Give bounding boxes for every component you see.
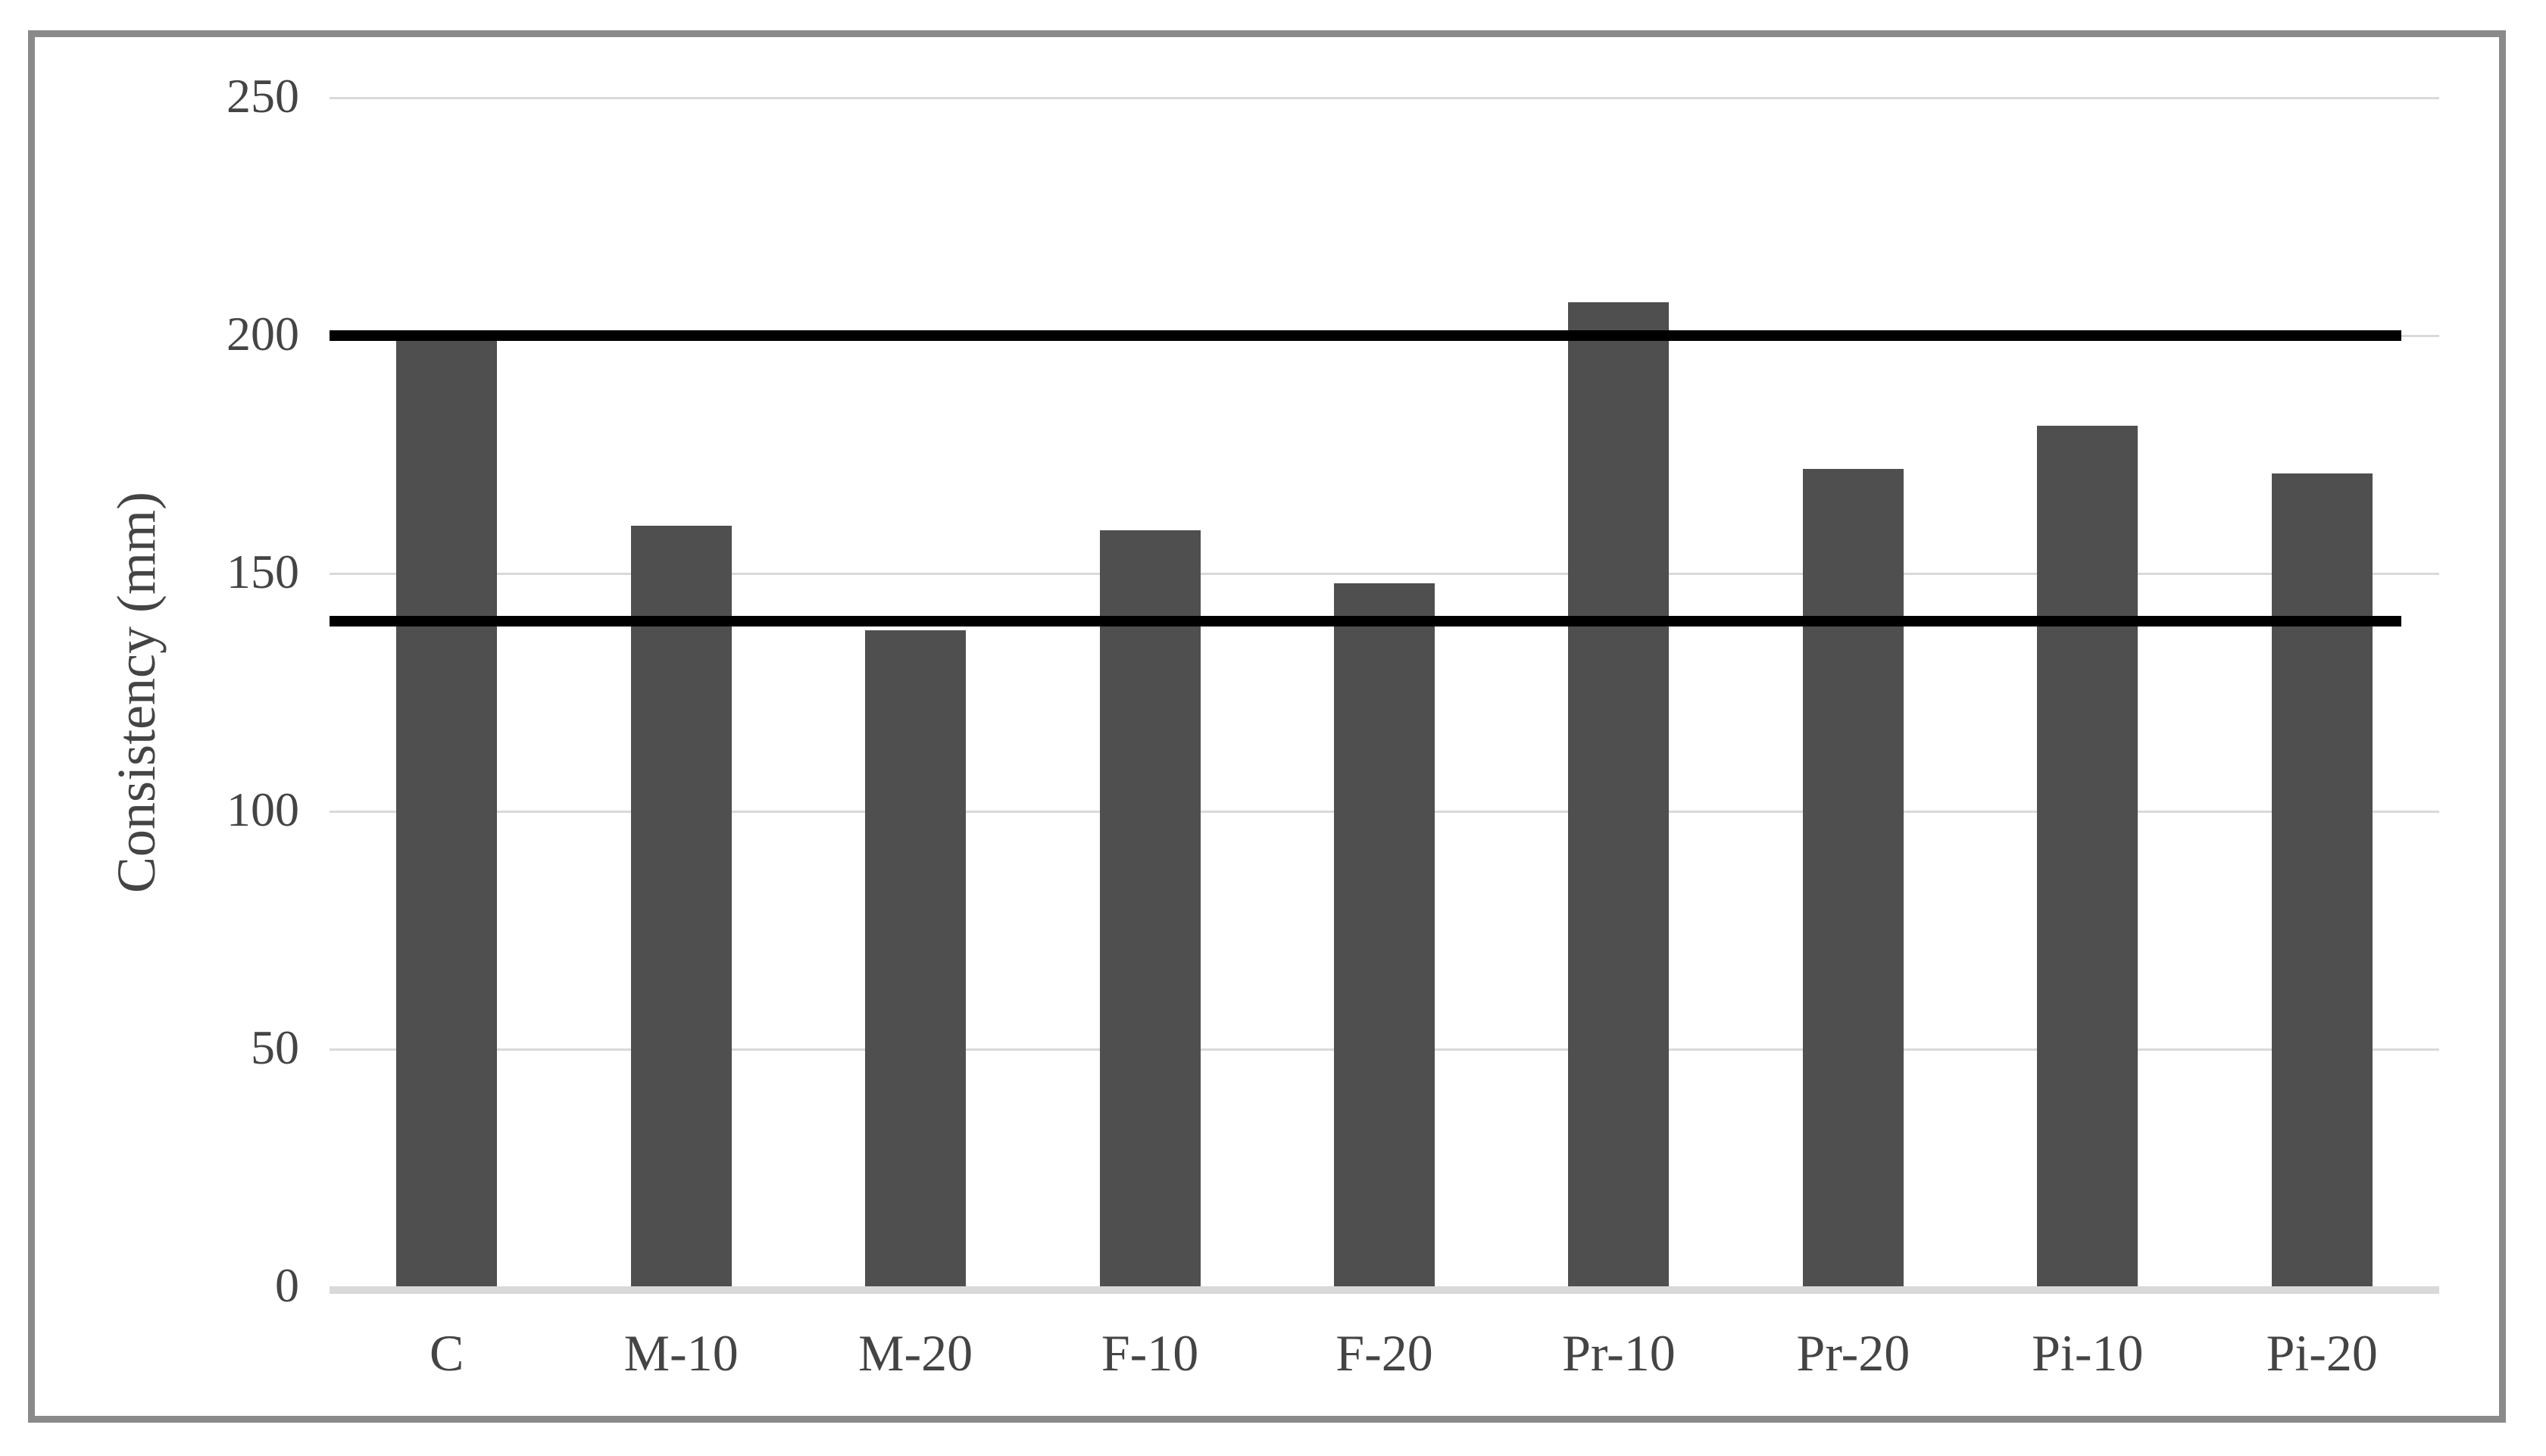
x-category-label-Pi-20: Pi-20 — [2266, 1324, 2378, 1382]
bar-M-10 — [630, 526, 732, 1287]
x-category-label-Pi-10: Pi-10 — [2032, 1324, 2144, 1382]
bar-C — [396, 340, 498, 1287]
reference-line-200 — [330, 330, 2401, 341]
bar-M-20 — [865, 630, 967, 1287]
x-category-label-Pr-20: Pr-20 — [1796, 1324, 1910, 1382]
y-tick-label-250: 250 — [226, 69, 299, 123]
reference-line-140 — [330, 615, 2401, 626]
y-axis-title: Consistency (mm) — [106, 492, 167, 893]
x-category-label-F-10: F-10 — [1101, 1324, 1199, 1382]
x-category-label-C: C — [430, 1324, 464, 1382]
x-category-label-F-20: F-20 — [1335, 1324, 1433, 1382]
x-category-label-M-20: M-20 — [858, 1324, 973, 1382]
y-tick-label-0: 0 — [275, 1258, 299, 1312]
bar-Pi-20 — [2271, 473, 2373, 1287]
bar-Pr-10 — [1568, 302, 1670, 1287]
gridline-y-250 — [330, 96, 2439, 99]
gridline-y-150 — [330, 572, 2439, 575]
x-category-label-Pr-10: Pr-10 — [1562, 1324, 1676, 1382]
bar-Pi-10 — [2037, 426, 2138, 1287]
y-tick-label-50: 50 — [251, 1020, 299, 1074]
x-axis-line — [330, 1286, 2439, 1294]
bar-F-10 — [1099, 530, 1201, 1287]
bar-F-20 — [1334, 583, 1435, 1287]
y-tick-label-200: 200 — [226, 307, 299, 361]
y-tick-label-100: 100 — [226, 783, 299, 836]
chart-frame: 0 50 100 150 200 250 C M-10 M-20 F-10 F-20 Pr-10 Pr… — [28, 30, 2506, 1423]
x-category-label-M-10: M-10 — [623, 1324, 739, 1382]
bar-Pr-20 — [1802, 468, 1904, 1287]
y-tick-label-150: 150 — [226, 545, 299, 598]
